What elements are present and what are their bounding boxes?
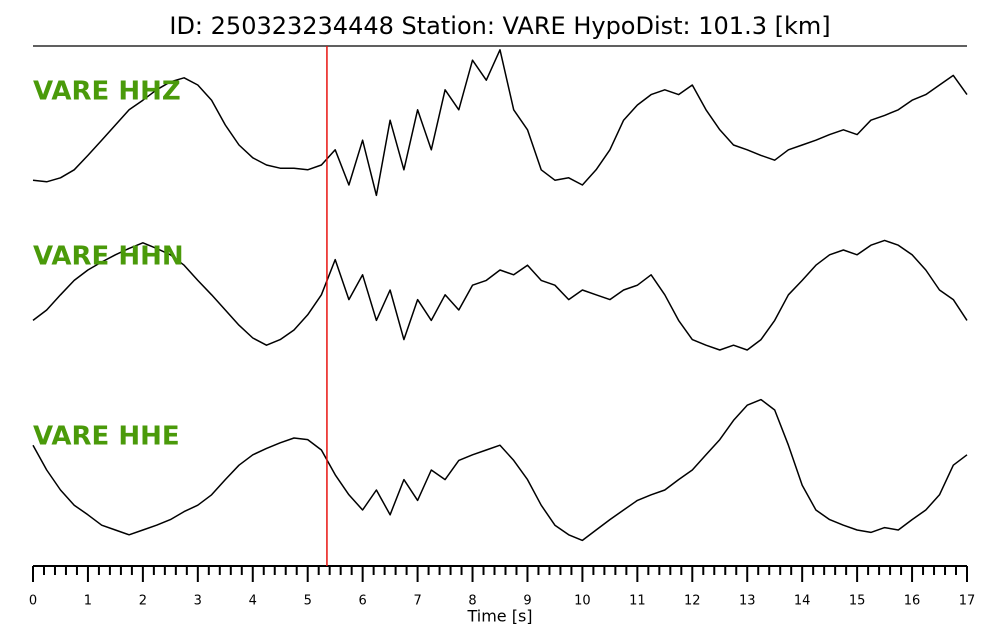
x-tick-label: 8 (468, 594, 476, 609)
x-axis-label: Time [s] (466, 607, 532, 626)
x-tick-label: 6 (359, 594, 367, 609)
trace (32, 398, 968, 542)
trace (32, 239, 968, 351)
x-tick-label: 11 (629, 594, 646, 609)
x-tick-label: 13 (739, 594, 756, 609)
x-tick-label: 17 (959, 594, 976, 609)
chart-title: ID: 250323234448 Station: VARE HypoDist:… (169, 12, 830, 40)
x-tick-label: 14 (794, 594, 811, 609)
x-tick-label: 16 (904, 594, 921, 609)
x-tick-label: 9 (523, 594, 531, 609)
trace-label: VARE HHZ (33, 77, 181, 107)
x-tick-label: 4 (249, 594, 257, 609)
trace (32, 49, 968, 197)
x-tick-label: 2 (139, 594, 147, 609)
x-tick-label: 15 (849, 594, 866, 609)
x-tick-label: 12 (684, 594, 701, 609)
x-tick-label: 5 (304, 594, 312, 609)
trace-label: VARE HHE (33, 422, 180, 452)
x-tick-label: 0 (29, 594, 37, 609)
x-tick-label: 1 (84, 594, 92, 609)
x-tick-label: 3 (194, 594, 202, 609)
x-tick-label: 7 (413, 594, 421, 609)
trace-label: VARE HHN (33, 242, 184, 272)
x-tick-label: 10 (574, 594, 591, 609)
